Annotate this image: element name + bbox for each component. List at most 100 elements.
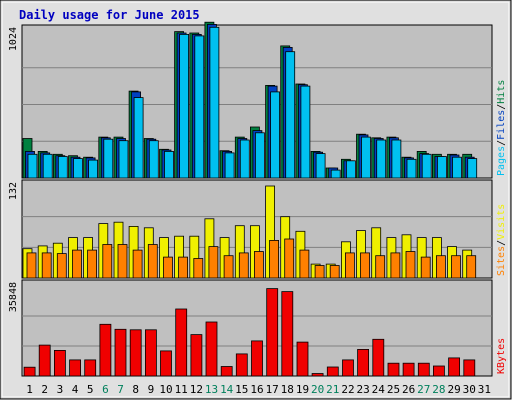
bar-kbytes	[326, 366, 339, 377]
bar-sites	[223, 255, 234, 279]
bar-sites	[163, 256, 173, 279]
bar-kbytes	[417, 362, 430, 377]
bar-pages	[330, 169, 341, 179]
bar-sites	[375, 255, 386, 279]
bar-pages	[239, 139, 250, 179]
bar-sites	[102, 244, 113, 279]
bar-sites	[284, 238, 295, 279]
day-label: 20	[311, 383, 324, 396]
day-label: 5	[87, 383, 94, 396]
bar-pages	[436, 156, 447, 179]
day-label: 6	[102, 383, 109, 396]
day-label: 9	[148, 383, 155, 396]
bar-kbytes	[99, 323, 112, 377]
bar-kbytes	[54, 349, 66, 377]
bar-pages	[345, 160, 356, 179]
day-label: 2	[41, 383, 48, 396]
bar-pages	[285, 51, 296, 179]
bar-kbytes	[144, 329, 157, 377]
day-label: 13	[205, 383, 218, 396]
bar-sites	[132, 249, 143, 279]
day-label: 17	[266, 383, 279, 396]
bar-sites	[178, 256, 189, 279]
legend-item: Sites	[496, 246, 507, 276]
y-max-label: 1024	[8, 27, 19, 51]
panel-legend: Pages/Files/Hits	[496, 80, 507, 176]
bar-kbytes	[387, 362, 400, 377]
bar-sites	[344, 252, 355, 279]
day-label: 1	[26, 383, 33, 396]
legend-item: /	[496, 240, 507, 246]
bar-kbytes	[205, 321, 218, 377]
bar-kbytes	[38, 344, 51, 377]
bar-pages	[133, 97, 144, 179]
bar-kbytes	[190, 334, 203, 377]
day-label: 18	[281, 383, 294, 396]
bar-kbytes	[69, 359, 81, 377]
bar-sites	[314, 265, 325, 279]
panel-2: 132 Sites/Visits	[8, 179, 507, 279]
bar-kbytes	[114, 328, 127, 377]
bar-sites	[299, 249, 310, 279]
bar-pages	[73, 158, 83, 179]
bar-kbytes	[357, 348, 370, 377]
bar-kbytes	[251, 340, 263, 377]
y-max-label: 35848	[8, 282, 19, 312]
bar-sites	[435, 255, 446, 279]
bar-kbytes	[296, 341, 309, 377]
bar-pages	[224, 152, 235, 179]
bar-pages	[27, 153, 38, 179]
day-label: 12	[190, 383, 203, 396]
bar-kbytes	[372, 338, 385, 377]
bar-sites	[253, 251, 264, 279]
bar-kbytes	[266, 288, 279, 377]
bar-sites	[238, 252, 249, 279]
bar-kbytes	[175, 308, 188, 377]
day-label: 4	[72, 383, 79, 396]
bar-pages	[361, 136, 371, 179]
day-label: 3	[57, 383, 64, 396]
bar-kbytes	[281, 291, 294, 377]
day-label: 15	[235, 383, 248, 396]
bar-pages	[164, 150, 174, 179]
bar-kbytes	[463, 359, 476, 377]
bar-kbytes	[84, 359, 97, 377]
legend-item: Hits	[496, 80, 507, 104]
bar-pages	[42, 153, 53, 179]
bar-kbytes	[342, 359, 354, 377]
bar-pages	[88, 159, 98, 179]
panel-legend: Sites/Visits	[496, 204, 507, 276]
bar-pages	[270, 91, 281, 179]
bar-kbytes	[402, 362, 415, 377]
bar-kbytes	[160, 350, 172, 377]
day-label: 19	[296, 383, 309, 396]
day-label: 28	[432, 383, 445, 396]
bar-pages	[209, 26, 220, 179]
y-max-label: 132	[8, 182, 19, 200]
chart-title: Daily usage for June 2015	[19, 8, 200, 22]
bar-sites	[420, 256, 431, 279]
bar-pages	[57, 156, 68, 179]
day-label: 16	[250, 383, 263, 396]
bar-pages	[179, 34, 190, 179]
bar-sites	[451, 255, 461, 279]
day-label: 24	[372, 383, 386, 396]
legend-item: /	[496, 140, 507, 146]
panel-3: 35848 KBytes	[8, 279, 507, 377]
legend-item: /	[496, 104, 507, 110]
bar-pages	[254, 132, 265, 179]
bar-kbytes	[235, 353, 248, 377]
day-label: 11	[175, 383, 188, 396]
bar-sites	[72, 249, 82, 279]
legend-item: Files	[496, 110, 507, 140]
day-label: 22	[341, 383, 354, 396]
bar-sites	[193, 258, 204, 279]
day-label: 14	[220, 383, 234, 396]
bar-pages	[103, 138, 114, 179]
bar-sites	[360, 252, 370, 279]
bar-pages	[118, 140, 129, 179]
bar-sites	[466, 255, 477, 279]
bar-sites	[26, 252, 37, 279]
bar-sites	[56, 253, 67, 279]
